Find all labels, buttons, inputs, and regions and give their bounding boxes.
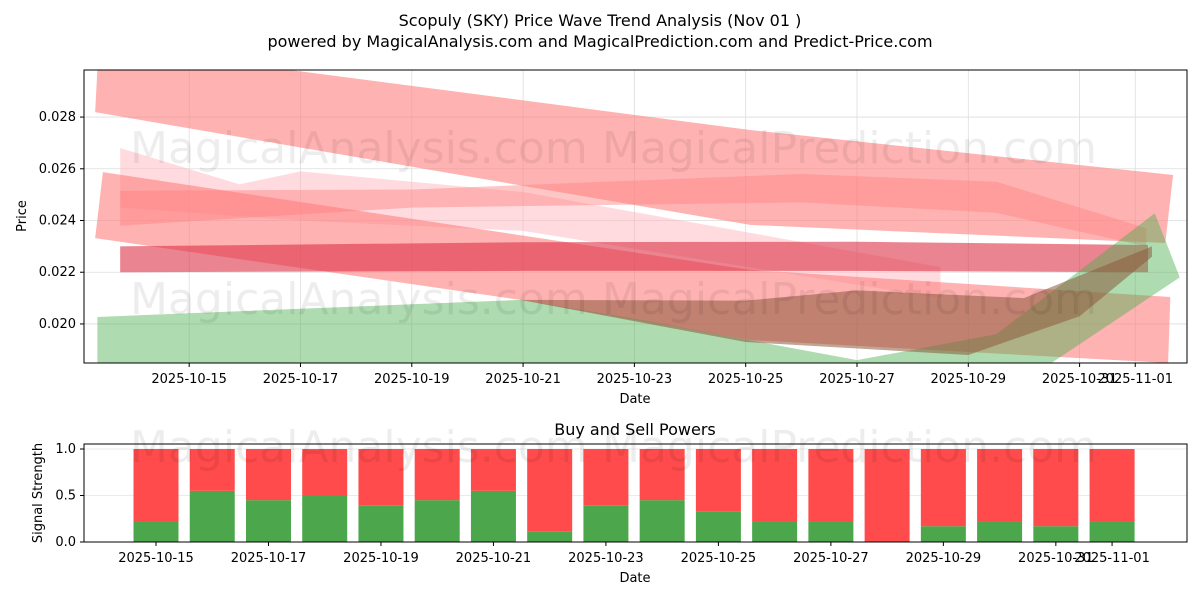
green-band <box>97 213 1180 363</box>
buy-bar <box>527 531 573 542</box>
y-tick-label: 0.026 <box>39 162 76 177</box>
sell-bar <box>808 449 854 522</box>
watermark-analysis: MagicalAnalysis.com <box>130 274 588 325</box>
y-tick-label: 0.028 <box>39 110 76 125</box>
buy-bar <box>245 500 291 542</box>
watermark-prediction: MagicalPrediction.com <box>602 123 1097 174</box>
upper-trend-band <box>95 70 1174 244</box>
y-tick-label: 1.0 <box>55 442 76 457</box>
signal-y-label: Signal Strength <box>31 443 46 543</box>
x-tick-label: 2025-10-31 <box>1018 551 1094 566</box>
x-tick-label: 2025-11-01 <box>1097 372 1173 387</box>
x-tick-label: 2025-10-21 <box>485 372 561 387</box>
signal-bars <box>133 449 1135 542</box>
y-tick-label: 0.5 <box>55 489 76 504</box>
x-tick-label: 2025-10-27 <box>819 372 895 387</box>
signal-x-label: Date <box>619 571 650 586</box>
sell-bar <box>527 449 573 532</box>
buy-bar <box>808 521 854 542</box>
watermark-analysis: MagicalAnalysis.com <box>130 123 588 174</box>
price-y-label: Price <box>15 200 30 232</box>
buy-bar <box>695 511 741 542</box>
price-x-label: Date <box>619 392 650 407</box>
sell-bar <box>1089 449 1135 522</box>
x-tick-label: 2025-11-01 <box>1074 551 1150 566</box>
x-tick-label: 2025-10-23 <box>568 551 644 566</box>
buy-bar <box>752 521 798 542</box>
flat-price-band <box>120 241 1149 273</box>
x-tick-label: 2025-10-29 <box>931 372 1007 387</box>
signal-chart-title: Buy and Sell Powers <box>554 420 716 439</box>
sell-bar <box>414 449 460 501</box>
signal-ticks: 0.0 0.5 1.0 2025-10-15 2025-10-17 2025-10-19 2… <box>55 442 1150 566</box>
watermark-prediction: MagicalPrediction.com <box>602 274 1097 325</box>
watermark-prediction: MagicalPrediction.com <box>602 422 1097 473</box>
sell-bar <box>583 449 629 506</box>
x-tick-label: 2025-10-17 <box>231 551 307 566</box>
x-tick-label: 2025-10-19 <box>374 372 450 387</box>
buy-bar <box>189 490 235 542</box>
price-ticks: 2025-10-15 2025-10-17 2025-10-19 2025-10-21… <box>39 110 1173 387</box>
buy-bar <box>920 526 966 542</box>
y-tick-label: 0.0 <box>55 535 76 550</box>
sell-bar <box>302 449 348 496</box>
x-tick-label: 2025-10-17 <box>263 372 339 387</box>
chart-title: Scopuly (SKY) Price Wave Trend Analysis … <box>399 11 802 30</box>
buy-bar <box>639 500 685 542</box>
buy-bar <box>470 490 516 542</box>
brown-overlap-band <box>520 246 1152 355</box>
x-tick-label: 2025-10-19 <box>343 551 419 566</box>
y-tick-label: 0.022 <box>39 265 76 280</box>
signal-axes-frame <box>83 443 1188 543</box>
price-axes-frame <box>83 69 1188 364</box>
buy-bar <box>1089 521 1135 542</box>
sell-bar <box>920 449 966 527</box>
signal-chart: Buy and Sell Powers MagicalAnalysis.com … <box>31 420 1188 586</box>
x-tick-label: 2025-10-31 <box>1042 372 1118 387</box>
price-chart: MagicalAnalysis.com MagicalPrediction.co… <box>15 69 1188 407</box>
sell-bar <box>977 449 1023 522</box>
sell-bar <box>245 449 291 501</box>
x-tick-label: 2025-10-29 <box>906 551 982 566</box>
buy-bar <box>302 495 348 542</box>
x-tick-label: 2025-10-21 <box>456 551 532 566</box>
buy-bar <box>414 500 460 542</box>
buy-bar <box>583 505 629 542</box>
buy-bar <box>133 521 179 542</box>
wavy-pink-band <box>120 173 1147 247</box>
buy-bar <box>977 521 1023 542</box>
sell-bar <box>1033 449 1079 527</box>
x-tick-label: 2025-10-15 <box>151 372 227 387</box>
x-tick-label: 2025-10-23 <box>597 372 673 387</box>
y-tick-label: 0.020 <box>39 317 76 332</box>
sell-bar <box>133 449 179 522</box>
buy-bar <box>1033 526 1079 542</box>
sell-bar <box>639 449 685 501</box>
price-bands <box>95 70 1180 363</box>
chart-subtitle: powered by MagicalAnalysis.com and Magic… <box>267 32 932 51</box>
sell-bar <box>189 449 235 491</box>
sell-bar <box>695 449 741 512</box>
y-tick-label: 0.024 <box>39 214 76 229</box>
buy-bar <box>358 505 404 542</box>
x-tick-label: 2025-10-27 <box>793 551 869 566</box>
sell-bar <box>864 449 910 542</box>
sell-bar <box>358 449 404 506</box>
x-tick-label: 2025-10-25 <box>681 551 757 566</box>
sell-bar <box>470 449 516 491</box>
watermark-analysis: MagicalAnalysis.com <box>130 422 588 473</box>
sell-bar <box>752 449 798 522</box>
x-tick-label: 2025-10-25 <box>708 372 784 387</box>
x-tick-label: 2025-10-15 <box>118 551 194 566</box>
